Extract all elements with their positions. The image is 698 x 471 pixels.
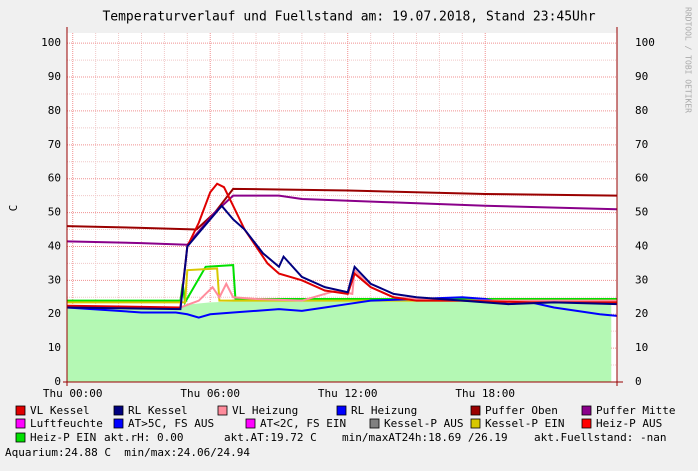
series-line	[66, 204, 618, 311]
y-tick-label: 50	[48, 206, 61, 219]
y2-tick-label: 20	[635, 307, 648, 320]
legend-swatch	[470, 418, 481, 429]
legend-swatch	[15, 418, 26, 429]
series-line	[66, 187, 618, 231]
legend-label: Heiz-P AUS	[596, 417, 662, 430]
legend-label: Kessel-P EIN	[485, 417, 564, 430]
legend-swatch	[581, 418, 592, 429]
area	[67, 298, 612, 382]
legend-label: Puffer Mitte	[596, 404, 675, 417]
legend-label: AT<2C, FS EIN	[260, 417, 346, 430]
y-tick-label: 30	[48, 273, 61, 286]
legend-note: akt.AT:19.72 C	[224, 431, 317, 444]
y-tick-label: 60	[48, 172, 61, 185]
legend-swatch	[581, 405, 592, 416]
watermark: RRDTOOL / TOBI OETIKER	[684, 7, 693, 113]
y-tick-label: 10	[48, 341, 61, 354]
series-line	[67, 267, 617, 309]
legend-swatch	[15, 432, 26, 443]
x-tick-label: Thu 06:00	[180, 387, 240, 400]
y-tick-label: 0	[54, 375, 61, 388]
legend-swatch	[245, 418, 256, 429]
legend-label: Heiz-P EIN	[30, 431, 96, 444]
series-line	[66, 296, 618, 319]
legend-label: AT>5C, FS AUS	[128, 417, 214, 430]
y-tick-label: 70	[48, 138, 61, 151]
legend-note: min/maxAT24h:18.69 /26.19	[342, 431, 508, 444]
legend-swatch	[113, 418, 124, 429]
y2-tick-label: 80	[635, 104, 648, 117]
y2-tick-label: 30	[635, 273, 648, 286]
legend-label: Puffer Oben	[485, 404, 558, 417]
legend-label: Luftfeuchte	[30, 417, 103, 430]
y-tick-label: 20	[48, 307, 61, 320]
legend-note: akt.rH: 0.00	[104, 431, 183, 444]
x-tick-label: Thu 00:00	[43, 387, 103, 400]
legend-swatch	[336, 405, 347, 416]
legend-label: VL Kessel	[30, 404, 90, 417]
y-tick-label: 90	[48, 70, 61, 83]
y2-tick-label: 90	[635, 70, 648, 83]
y2-tick-label: 60	[635, 172, 648, 185]
y2-tick-label: 0	[635, 375, 642, 388]
legend-note: akt.Fuellstand: -nan	[534, 431, 666, 444]
chart-title: Temperaturverlauf und Fuellstand am: 19.…	[102, 10, 595, 25]
y2-tick-label: 100	[635, 36, 655, 49]
series-line	[66, 194, 618, 246]
legend-swatch	[217, 405, 228, 416]
legend-swatch	[470, 405, 481, 416]
y-tick-label: 80	[48, 104, 61, 117]
y-axis-label: C	[7, 205, 20, 212]
legend-label: RL Kessel	[128, 404, 188, 417]
y2-tick-label: 40	[635, 239, 648, 252]
legend-label: Kessel-P AUS	[384, 417, 463, 430]
y2-tick-label: 50	[635, 206, 648, 219]
legend-swatch	[113, 405, 124, 416]
x-tick-label: Thu 18:00	[455, 387, 515, 400]
legend-swatch	[15, 405, 26, 416]
legend-swatch	[369, 418, 380, 429]
y2-tick-label: 70	[635, 138, 648, 151]
y2-tick-label: 10	[635, 341, 648, 354]
x-tick-label: Thu 12:00	[318, 387, 378, 400]
y-tick-label: 40	[48, 239, 61, 252]
y-tick-label: 100	[41, 36, 61, 49]
legend-note: Aquarium:24.88 C min/max:24.06/24.94	[5, 446, 250, 459]
legend-label: VL Heizung	[232, 404, 298, 417]
series-line	[66, 182, 617, 309]
legend-label: RL Heizung	[351, 404, 417, 417]
